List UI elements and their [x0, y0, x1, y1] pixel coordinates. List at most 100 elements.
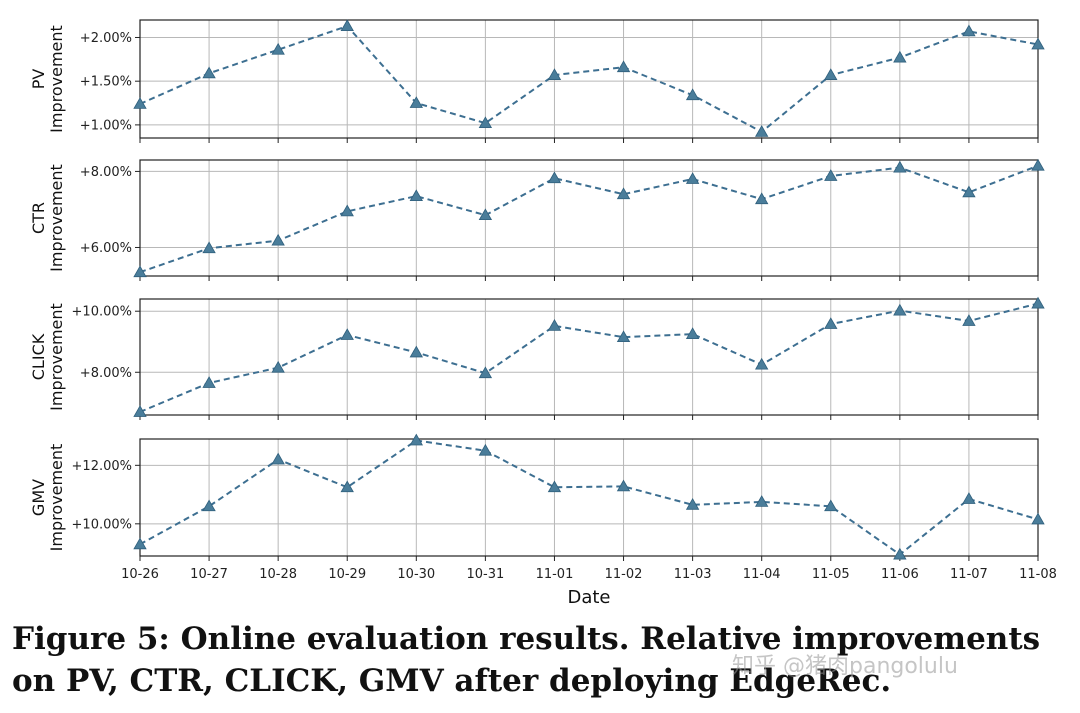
x-tick-label: 10-28 [259, 567, 297, 582]
data-point [1031, 296, 1045, 309]
data-point [340, 19, 354, 32]
x-tick-label: 11-06 [881, 567, 919, 582]
caption-line-2: on PV, CTR, CLICK, GMV after deploying E… [12, 663, 892, 699]
series-line [139, 302, 1039, 413]
data-point [685, 88, 700, 101]
data-point [409, 433, 423, 446]
y-axis-label: Improvement [47, 303, 66, 411]
chart: +1.00%+1.50%+2.00%PV Improvement+6.00%+8.… [29, 19, 1057, 608]
plot-frame [139, 159, 1039, 277]
data-point [409, 189, 423, 202]
data-point [133, 405, 147, 417]
x-tick-label: 10-26 [121, 567, 159, 582]
data-point [547, 319, 562, 331]
data-point [409, 96, 423, 108]
data-point [202, 66, 216, 79]
data-point [824, 169, 838, 181]
x-tick-label: 11-07 [950, 567, 988, 582]
data-point [962, 492, 976, 504]
data-point [1031, 37, 1045, 50]
data-point [962, 314, 976, 326]
y-axis-label: CTR [29, 202, 48, 234]
data-point [340, 480, 354, 493]
data-point [893, 547, 907, 560]
x-tick-label: 10-29 [328, 567, 366, 582]
data-point [616, 330, 631, 343]
x-tick-label: 11-01 [536, 567, 574, 582]
data-point [271, 360, 285, 373]
data-point [478, 366, 493, 379]
data-point [271, 452, 285, 465]
caption-line-1: Figure 5: Online evaluation results. Rel… [12, 621, 1041, 657]
y-axis-label: Improvement [47, 164, 66, 272]
data-point [340, 204, 354, 217]
y-tick-label: +12.00% [72, 459, 132, 474]
y-axis-label: Improvement [47, 25, 66, 133]
data-point [755, 192, 769, 205]
y-tick-label: +8.00% [80, 165, 132, 180]
y-tick-label: +1.50% [80, 75, 132, 90]
data-point [616, 479, 631, 492]
data-point [685, 172, 700, 184]
data-point [271, 42, 285, 55]
data-point [340, 328, 354, 340]
data-point [547, 68, 562, 80]
data-point [755, 125, 769, 137]
x-tick-label: 11-05 [812, 567, 850, 582]
x-tick-label: 10-30 [397, 567, 435, 582]
data-point [962, 24, 976, 37]
series-line [139, 164, 1039, 274]
data-point [962, 185, 976, 198]
data-point [893, 160, 907, 173]
data-point [478, 116, 493, 129]
x-tick-label: 11-08 [1019, 567, 1057, 582]
data-point [685, 327, 700, 340]
x-tick-label: 11-04 [743, 567, 781, 582]
y-axis-label: Improvement [47, 444, 66, 552]
x-tick-label: 11-03 [674, 567, 712, 582]
data-point [478, 443, 493, 456]
data-point [133, 537, 147, 550]
data-point [1031, 512, 1045, 525]
x-tick-label: 10-27 [190, 567, 228, 582]
data-point [824, 317, 838, 329]
data-point [271, 233, 285, 246]
data-point [755, 357, 769, 370]
x-axis-label: Date [567, 587, 610, 608]
x-tick-label: 11-02 [605, 567, 643, 582]
data-point [133, 265, 147, 278]
data-point [685, 498, 700, 510]
data-point [202, 241, 216, 254]
y-tick-label: +2.00% [80, 31, 132, 46]
figure-caption: Figure 5: Online evaluation results. Rel… [12, 618, 1072, 702]
y-tick-label: +10.00% [72, 305, 132, 320]
data-point [1031, 158, 1045, 171]
data-point [478, 208, 493, 221]
data-point [616, 60, 631, 73]
data-point [824, 68, 838, 80]
data-point [824, 499, 838, 512]
data-point [547, 171, 562, 184]
y-axis-label: GMV [29, 479, 48, 516]
data-point [133, 97, 147, 109]
plot-frame [139, 19, 1039, 139]
data-point [409, 345, 423, 358]
plot-frame [139, 298, 1039, 416]
data-point [755, 495, 769, 507]
data-point [893, 50, 907, 63]
watermark: 知乎 @猪肉pangolulu [732, 654, 958, 679]
data-point [202, 499, 216, 512]
series-line [139, 24, 1039, 134]
data-point [893, 303, 907, 316]
x-tick-label: 10-31 [466, 567, 504, 582]
y-axis-label: CLICK [29, 333, 48, 380]
y-tick-label: +10.00% [72, 517, 132, 532]
y-tick-label: +8.00% [80, 366, 132, 381]
plot-frame [139, 438, 1039, 557]
series-line [139, 439, 1039, 556]
y-tick-label: +1.00% [80, 118, 132, 133]
y-axis-label: PV [29, 69, 48, 90]
data-point [202, 376, 216, 388]
data-point [547, 480, 562, 493]
data-point [616, 187, 631, 200]
